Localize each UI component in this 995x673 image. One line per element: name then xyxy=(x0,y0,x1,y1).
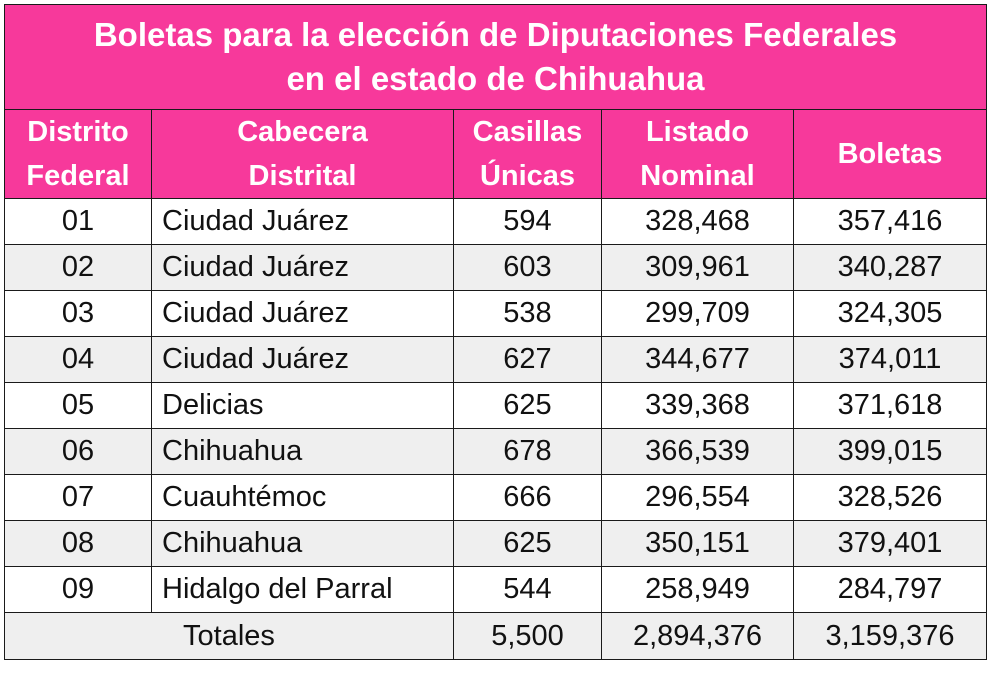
cell-casillas: 594 xyxy=(453,198,602,245)
cell-casillas: 538 xyxy=(453,290,602,337)
totals-listado: 2,894,376 xyxy=(601,612,794,660)
cell-cabecera: Cuauhtémoc xyxy=(151,474,454,521)
cell-cabecera: Ciudad Juárez xyxy=(151,198,454,245)
header-listado-line1: Listado xyxy=(645,116,750,148)
cell-casillas: 627 xyxy=(453,336,602,383)
header-casillas-line2: Únicas xyxy=(479,160,576,192)
cell-distrito: 09 xyxy=(4,566,152,613)
cell-cabecera: Chihuahua xyxy=(151,428,454,475)
title-row: Boletas para la elección de Diputaciones… xyxy=(4,4,987,110)
cell-distrito: 03 xyxy=(4,290,152,337)
cell-casillas: 603 xyxy=(453,244,602,291)
header-boletas: Boletas xyxy=(793,109,987,199)
cell-casillas: 678 xyxy=(453,428,602,475)
cell-listado: 339,368 xyxy=(601,382,794,429)
header-casillas: Casillas Únicas xyxy=(453,109,602,199)
cell-boletas: 284,797 xyxy=(793,566,987,613)
ballots-table: Boletas para la elección de Diputaciones… xyxy=(4,4,987,660)
table-row: 01 Ciudad Juárez 594 328,468 357,416 xyxy=(4,198,987,245)
cell-distrito: 07 xyxy=(4,474,152,521)
cell-boletas: 374,011 xyxy=(793,336,987,383)
cell-cabecera: Hidalgo del Parral xyxy=(151,566,454,613)
cell-listado: 309,961 xyxy=(601,244,794,291)
header-listado: Listado Nominal xyxy=(601,109,794,199)
header-listado-line2: Nominal xyxy=(640,160,755,192)
table-row: 05 Delicias 625 339,368 371,618 xyxy=(4,382,987,429)
cell-boletas: 340,287 xyxy=(793,244,987,291)
title-line-1: Boletas para la elección de Diputaciones… xyxy=(93,16,898,53)
cell-listado: 366,539 xyxy=(601,428,794,475)
cell-distrito: 04 xyxy=(4,336,152,383)
cell-cabecera: Delicias xyxy=(151,382,454,429)
cell-distrito: 02 xyxy=(4,244,152,291)
cell-boletas: 399,015 xyxy=(793,428,987,475)
totals-casillas: 5,500 xyxy=(453,612,602,660)
totals-label: Totales xyxy=(4,612,454,660)
header-cabecera-line2: Distrital xyxy=(248,160,357,192)
header-casillas-line1: Casillas xyxy=(472,116,583,148)
table-title: Boletas para la elección de Diputaciones… xyxy=(4,4,987,110)
table-row: 03 Ciudad Juárez 538 299,709 324,305 xyxy=(4,290,987,337)
cell-distrito: 08 xyxy=(4,520,152,567)
totals-row: Totales 5,500 2,894,376 3,159,376 xyxy=(4,612,987,660)
table-row: 06 Chihuahua 678 366,539 399,015 xyxy=(4,428,987,475)
cell-casillas: 544 xyxy=(453,566,602,613)
cell-cabecera: Ciudad Juárez xyxy=(151,244,454,291)
header-distrito-line2: Federal xyxy=(26,160,130,192)
table-row: 08 Chihuahua 625 350,151 379,401 xyxy=(4,520,987,567)
cell-cabecera: Ciudad Juárez xyxy=(151,290,454,337)
cell-listado: 344,677 xyxy=(601,336,794,383)
ballots-table-container: Boletas para la elección de Diputaciones… xyxy=(4,4,987,660)
cell-listado: 296,554 xyxy=(601,474,794,521)
table-row: 09 Hidalgo del Parral 544 258,949 284,79… xyxy=(4,566,987,613)
cell-distrito: 06 xyxy=(4,428,152,475)
cell-casillas: 666 xyxy=(453,474,602,521)
cell-cabecera: Ciudad Juárez xyxy=(151,336,454,383)
cell-cabecera: Chihuahua xyxy=(151,520,454,567)
table-row: 02 Ciudad Juárez 603 309,961 340,287 xyxy=(4,244,987,291)
cell-distrito: 05 xyxy=(4,382,152,429)
cell-casillas: 625 xyxy=(453,520,602,567)
totals-boletas: 3,159,376 xyxy=(793,612,987,660)
cell-boletas: 324,305 xyxy=(793,290,987,337)
cell-listado: 299,709 xyxy=(601,290,794,337)
header-distrito: Distrito Federal xyxy=(4,109,152,199)
header-distrito-line1: Distrito xyxy=(27,116,129,148)
cell-boletas: 371,618 xyxy=(793,382,987,429)
title-line-2: en el estado de Chihuahua xyxy=(286,60,705,97)
cell-listado: 350,151 xyxy=(601,520,794,567)
header-boletas-line1: Boletas xyxy=(837,138,943,170)
cell-boletas: 379,401 xyxy=(793,520,987,567)
cell-listado: 328,468 xyxy=(601,198,794,245)
header-cabecera: Cabecera Distrital xyxy=(151,109,454,199)
header-cabecera-line1: Cabecera xyxy=(237,116,368,148)
cell-boletas: 357,416 xyxy=(793,198,987,245)
header-row: Distrito Federal Cabecera Distrital Casi… xyxy=(4,109,987,199)
table-row: 04 Ciudad Juárez 627 344,677 374,011 xyxy=(4,336,987,383)
cell-boletas: 328,526 xyxy=(793,474,987,521)
cell-listado: 258,949 xyxy=(601,566,794,613)
cell-casillas: 625 xyxy=(453,382,602,429)
cell-distrito: 01 xyxy=(4,198,152,245)
table-row: 07 Cuauhtémoc 666 296,554 328,526 xyxy=(4,474,987,521)
